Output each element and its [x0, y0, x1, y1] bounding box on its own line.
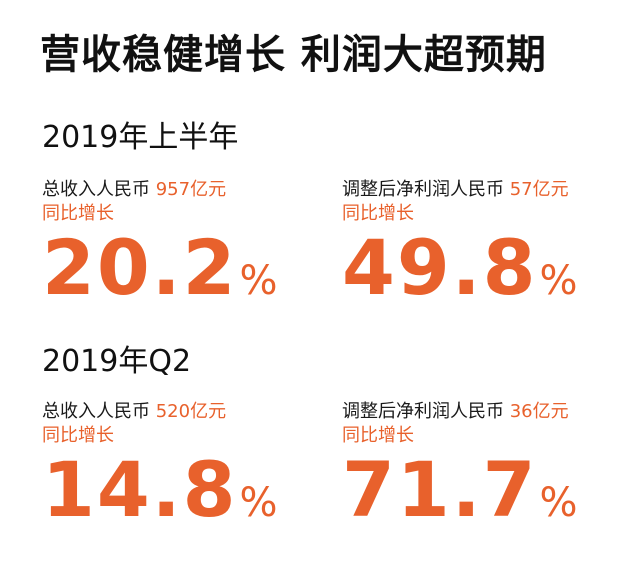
metric-label: 调整后净利润人民币 [342, 179, 504, 200]
metric-percent-sign: % [239, 258, 278, 304]
metric-amount: 957亿元 [155, 179, 227, 200]
metric-sub-label: 同比增长 [342, 425, 414, 446]
metric-number: 20.2 [42, 223, 238, 312]
metric-sub-label: 同比增长 [342, 203, 414, 224]
metric-value: 20.2% [42, 230, 312, 306]
metric-label: 调整后净利润人民币 [342, 401, 504, 422]
metric-h1-revenue: 总收入人民币 957亿元 同比增长 20.2% [42, 178, 312, 306]
section-title-h1: 2019年上半年 [42, 120, 239, 155]
metric-label: 总收入人民币 [42, 179, 150, 200]
metric-number: 14.8 [42, 445, 238, 534]
metric-percent-sign: % [239, 480, 278, 526]
metric-amount: 57亿元 [509, 179, 569, 200]
metric-number: 49.8 [342, 223, 538, 312]
metric-label: 总收入人民币 [42, 401, 150, 422]
metric-q2-revenue: 总收入人民币 520亿元 同比增长 14.8% [42, 400, 312, 528]
metric-percent-sign: % [539, 480, 578, 526]
headline: 营收稳健增长 利润大超预期 [40, 32, 547, 78]
metric-sub-label: 同比增长 [42, 203, 114, 224]
metric-percent-sign: % [539, 258, 578, 304]
metric-value: 14.8% [42, 452, 312, 528]
metric-amount: 520亿元 [155, 401, 227, 422]
metric-h1-net-profit: 调整后净利润人民币 57亿元 同比增长 49.8% [342, 178, 612, 306]
metric-q2-net-profit: 调整后净利润人民币 36亿元 同比增长 71.7% [342, 400, 612, 528]
metric-value: 71.7% [342, 452, 612, 528]
metric-value: 49.8% [342, 230, 612, 306]
section-title-q2: 2019年Q2 [42, 344, 192, 379]
metric-number: 71.7 [342, 445, 538, 534]
metric-amount: 36亿元 [509, 401, 569, 422]
metric-sub-label: 同比增长 [42, 425, 114, 446]
